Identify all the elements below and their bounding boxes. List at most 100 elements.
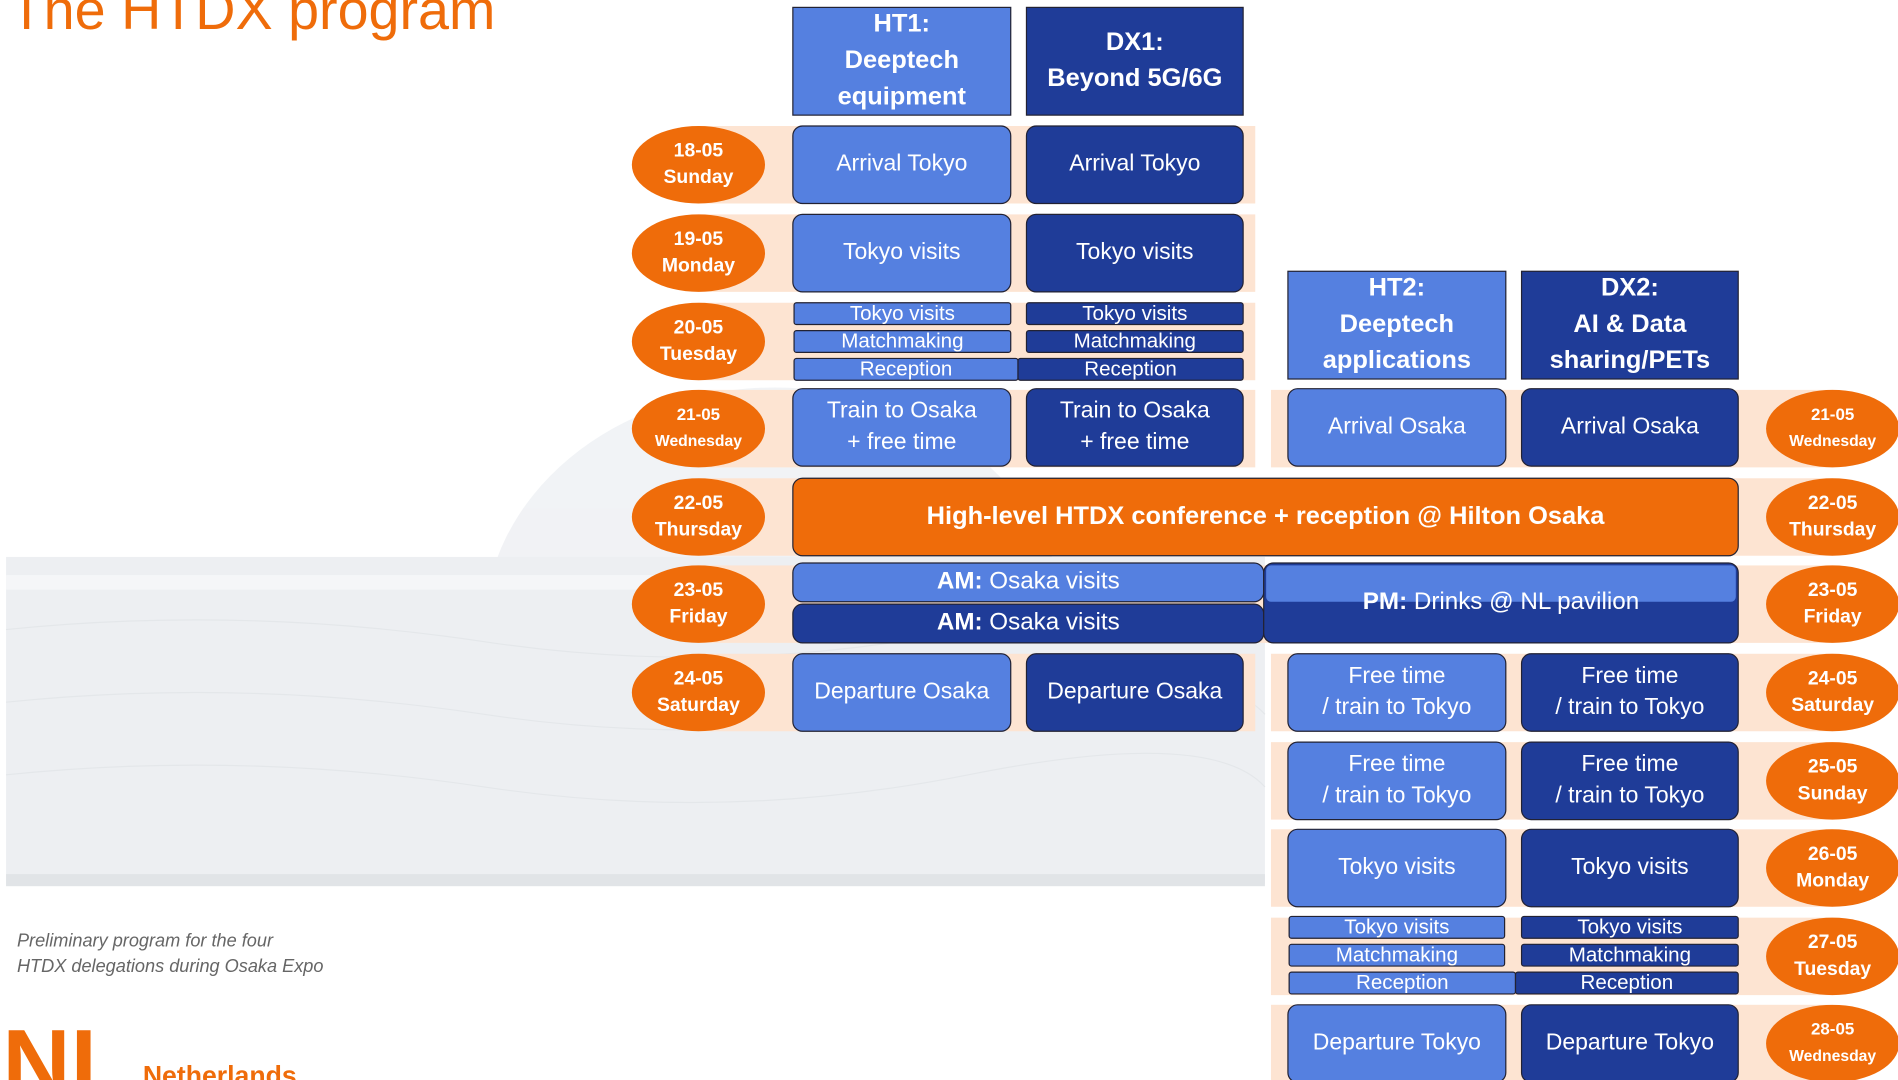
day-date: 18-05	[674, 140, 724, 162]
track-header-text: DX1:	[1106, 28, 1164, 56]
cell-text-line: + free time	[847, 428, 956, 454]
cell-text: Tokyo visits	[1076, 238, 1194, 264]
schedule-cell	[1520, 388, 1739, 467]
track-header-text: applications	[1323, 346, 1471, 374]
cell-text: Tokyo visits	[1082, 302, 1187, 325]
schedule-cell	[792, 653, 1012, 732]
cell-text: Tokyo visits	[843, 238, 961, 264]
cell-text: Arrival Tokyo	[836, 150, 967, 176]
schedule-cell	[1287, 741, 1507, 821]
cell-text-line: / train to Tokyo	[1322, 782, 1471, 808]
day-weekday: Thursday	[1789, 518, 1876, 540]
cell-text: AM: Osaka visits	[937, 609, 1120, 636]
day-date: 22-05	[1808, 492, 1858, 514]
cell-text: Arrival Osaka	[1561, 413, 1699, 439]
cell-text-line: Matchmaking	[1336, 944, 1458, 967]
day-weekday: Friday	[1804, 606, 1862, 628]
cell-text-line: Reception	[1581, 972, 1674, 995]
day-date: 26-05	[1808, 843, 1858, 865]
track-header	[1025, 6, 1244, 116]
day-weekday: Monday	[662, 255, 735, 277]
day-badge	[1766, 1004, 1898, 1080]
cell-text-line: Reception	[860, 358, 953, 381]
cell-highlight	[1266, 565, 1736, 602]
cell-text: / train to Tokyo	[1555, 693, 1704, 719]
day-badge	[1766, 565, 1898, 643]
cell-text-line: / train to Tokyo	[1555, 782, 1704, 808]
cell-text-line: Tokyo visits	[1571, 853, 1689, 879]
caption: Preliminary program for the four	[17, 931, 274, 951]
day-badge	[1766, 478, 1898, 556]
cell-text-line: Tokyo visits	[1076, 238, 1194, 264]
day-date: 20-05	[674, 316, 724, 338]
cell-text: Reception	[1356, 972, 1449, 995]
day-weekday: Tuesday	[660, 343, 737, 365]
schedule-cell	[1520, 828, 1739, 908]
track-header-text: equipment	[838, 82, 967, 110]
schedule-cell	[1287, 828, 1507, 908]
cell-text-line: Departure Osaka	[1047, 678, 1222, 704]
schedule-cell	[1520, 653, 1739, 732]
cell-text: Free time	[1581, 662, 1678, 688]
track-header-text: HT2:	[1369, 274, 1425, 302]
cell-text-line: + free time	[1080, 428, 1189, 454]
cell-text-bold: PM:	[1363, 588, 1407, 615]
day-badge	[1766, 653, 1898, 732]
track-header-text: DX2:	[1601, 274, 1659, 302]
cell-text-line: Reception	[1084, 358, 1177, 381]
schedule-cell	[1025, 388, 1244, 467]
cell-text-line: Departure Tokyo	[1313, 1029, 1481, 1055]
cell-text-line: Free time	[1581, 662, 1678, 688]
day-badge	[631, 214, 766, 292]
schedule-cell	[1288, 915, 1506, 939]
day-weekday: Thursday	[655, 518, 742, 540]
cell-text: + free time	[847, 428, 956, 454]
logo-name: Netherlands	[143, 1061, 297, 1080]
cell-text-line: Free time	[1348, 662, 1445, 688]
cell-text-line: Arrival Osaka	[1561, 413, 1699, 439]
cell-text-line: High-level HTDX conference + reception @…	[927, 502, 1606, 530]
track-header	[792, 6, 1012, 116]
schedule-cell	[1025, 213, 1244, 293]
schedule-cell	[793, 329, 1012, 353]
cell-text: PM: Drinks @ NL pavilion	[1363, 588, 1639, 615]
cell-text-line: Tokyo visits	[850, 302, 955, 325]
cell-text-line: Osaka visits	[989, 568, 1119, 595]
track-header	[1287, 270, 1507, 380]
track-header-text: Deeptech	[845, 46, 959, 74]
cell-text-line: Tokyo visits	[1338, 853, 1456, 879]
day-date: 21-05	[1811, 405, 1854, 424]
cell-text: / train to Tokyo	[1555, 782, 1704, 808]
cell-text-line: Free time	[1581, 750, 1678, 776]
cell-text-line: Tokyo visits	[1344, 916, 1449, 939]
day-weekday: Sunday	[1798, 782, 1868, 804]
track-header-text: Beyond 5G/6G	[1047, 64, 1222, 92]
day-badge	[631, 653, 766, 732]
schedule-cell	[1287, 653, 1507, 732]
schedule-cell	[1520, 741, 1739, 821]
cell-text: Matchmaking	[1074, 330, 1196, 353]
schedule-cell	[1025, 125, 1244, 205]
cell-text: Tokyo visits	[1577, 916, 1682, 939]
day-badge	[631, 565, 766, 643]
cell-text: Departure Tokyo	[1546, 1029, 1714, 1055]
day-weekday: Wednesday	[1789, 433, 1876, 450]
cell-text: Train to Osaka	[827, 397, 977, 423]
day-badge	[631, 478, 766, 556]
day-date: 21-05	[677, 405, 720, 424]
cell-text-line: Matchmaking	[841, 330, 963, 353]
cell-text-line: Matchmaking	[1074, 330, 1196, 353]
schedule-cell	[1287, 1004, 1507, 1080]
day-date: 23-05	[1808, 579, 1858, 601]
cell-text: Arrival Tokyo	[1069, 150, 1200, 176]
logo-mark: NL	[2, 1012, 128, 1080]
day-badge	[1766, 917, 1898, 996]
day-badge	[631, 302, 766, 381]
cell-text: High-level HTDX conference + reception @…	[927, 502, 1606, 530]
schedule-cell	[1520, 943, 1739, 967]
cell-text-line: Departure Tokyo	[1546, 1029, 1714, 1055]
cell-text-bold: AM:	[937, 609, 983, 636]
cell-text: Free time	[1581, 750, 1678, 776]
cell-text: Departure Tokyo	[1313, 1029, 1481, 1055]
